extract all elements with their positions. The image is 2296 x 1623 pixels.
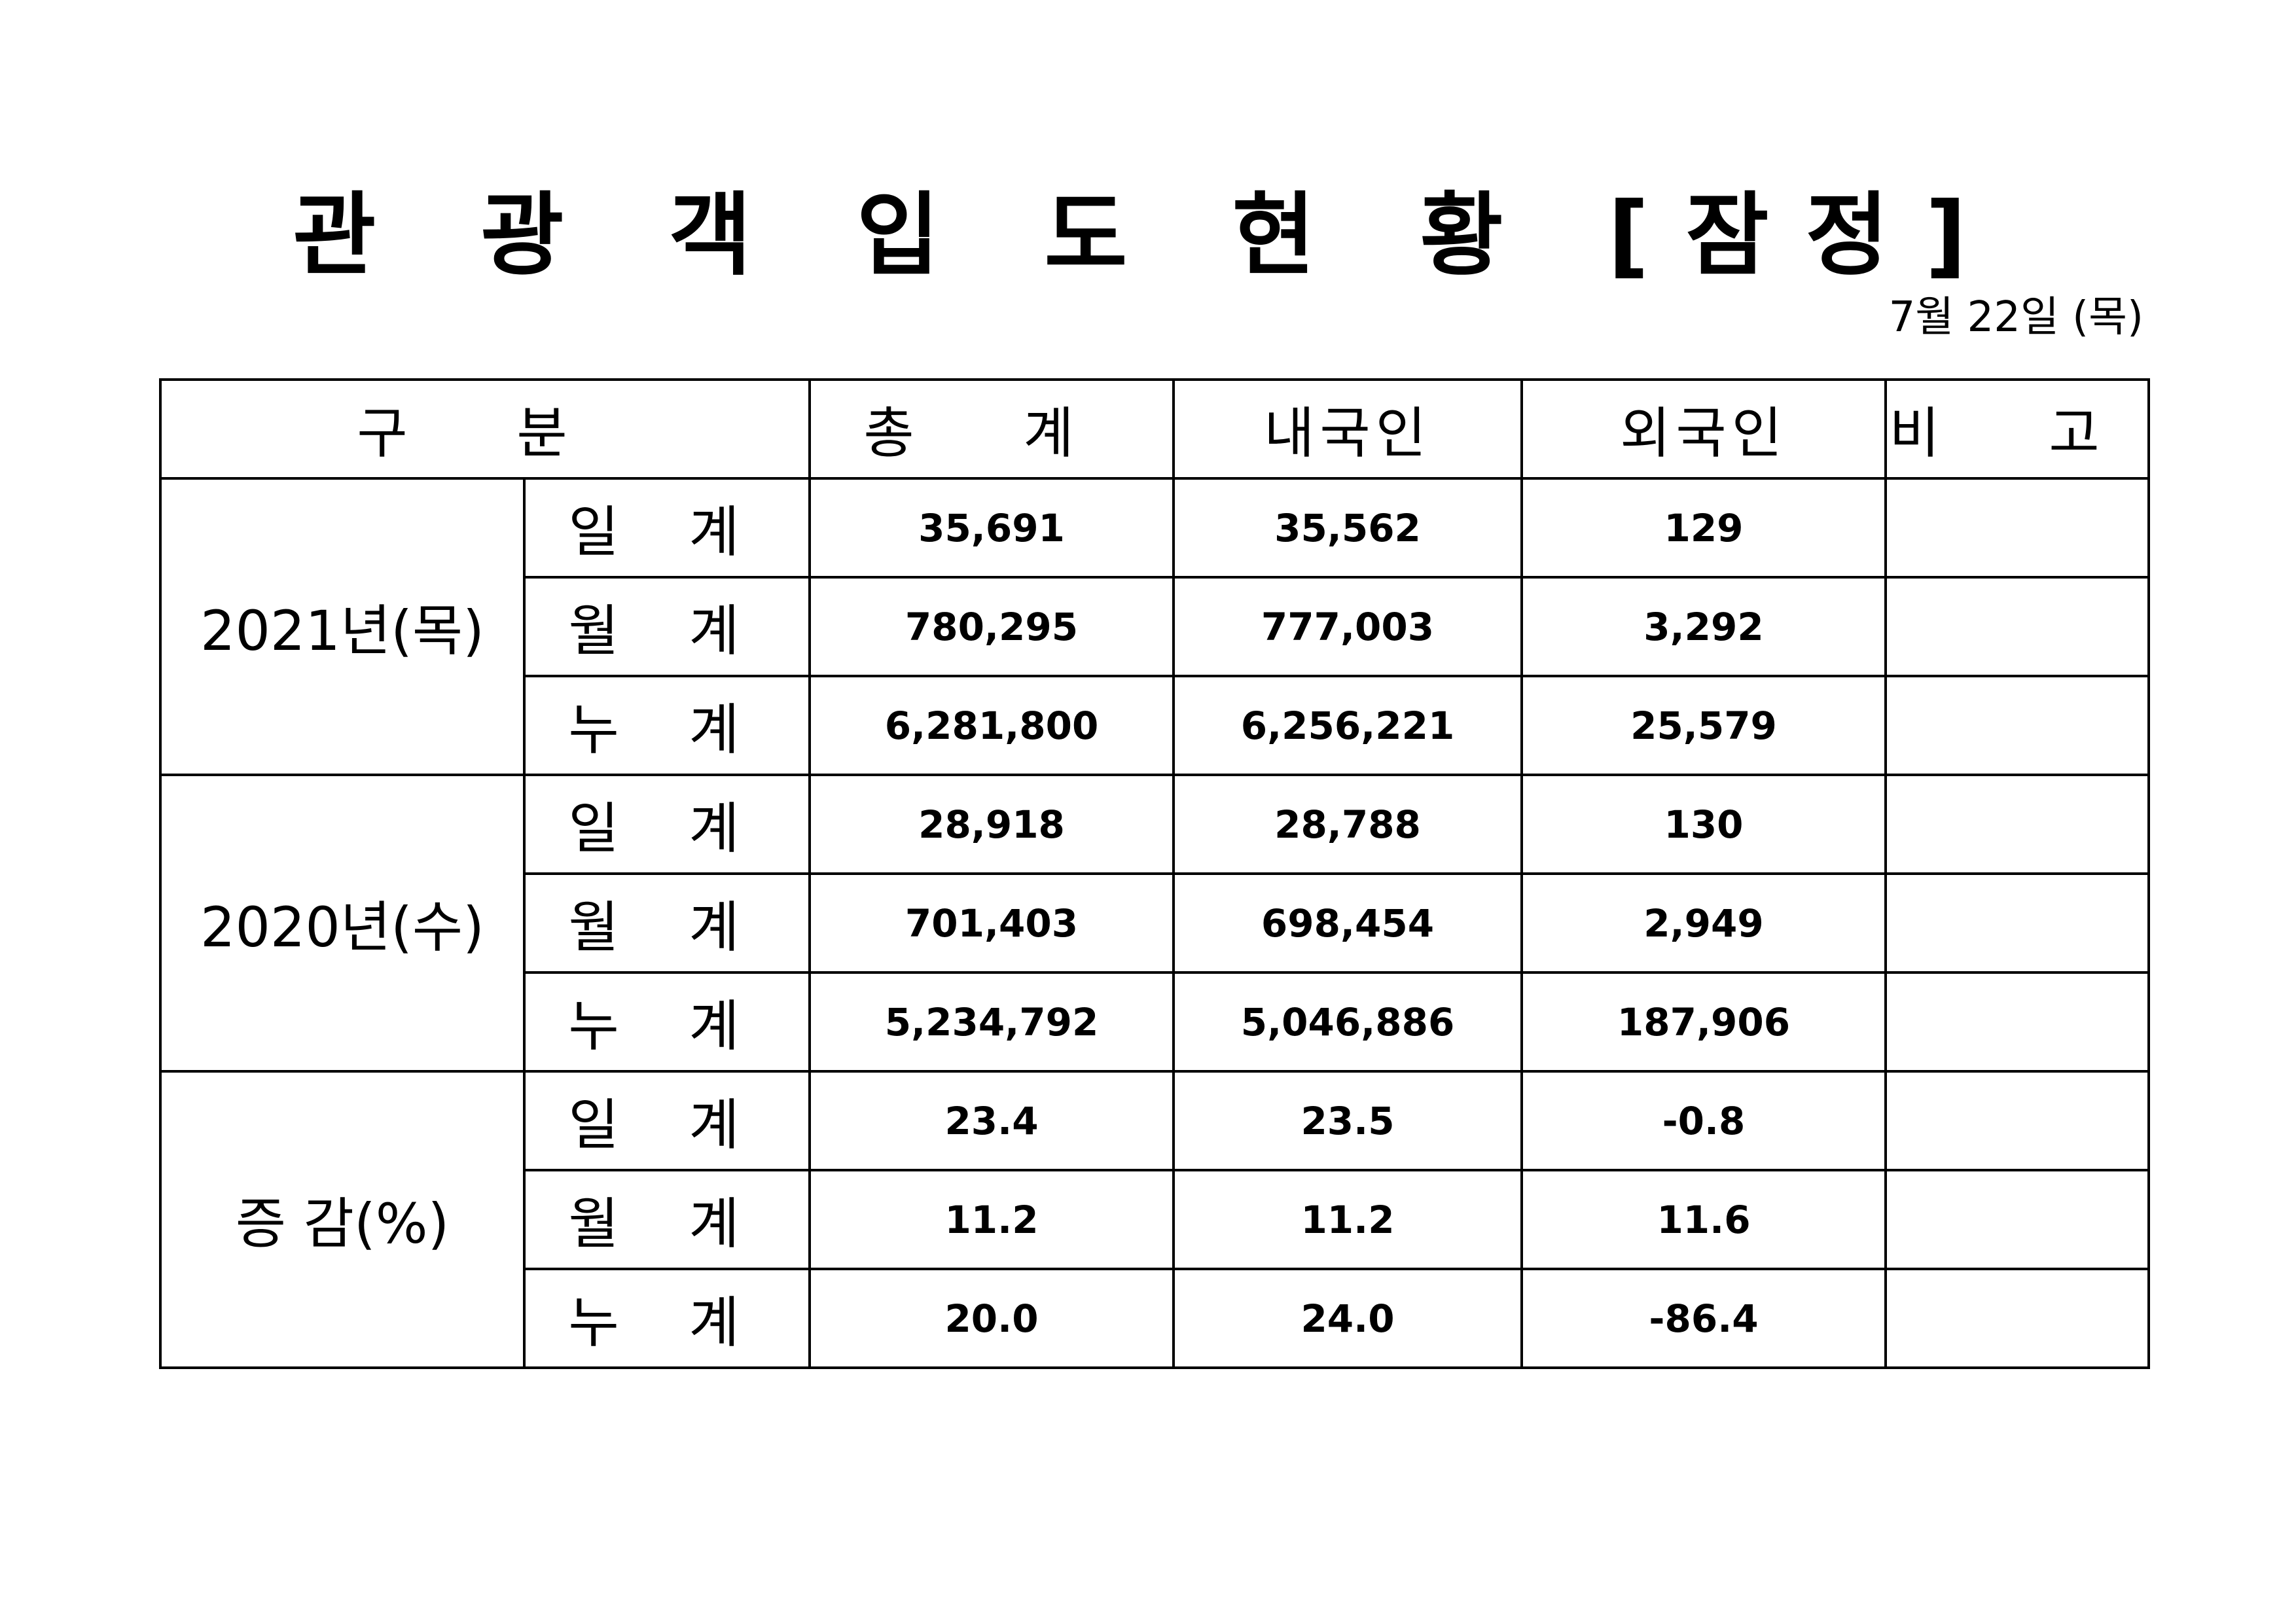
cell-total: 5,234,792 (808, 971, 1175, 1073)
group-label-change: 증 감(%) (159, 1070, 526, 1369)
cell-foreign: 187,906 (1520, 971, 1888, 1073)
cell-note (1884, 1268, 2151, 1369)
header-domestic: 내국인 (1172, 378, 1524, 480)
row-label: 일 계 (522, 774, 812, 875)
table-row: 월 계 780,295 777,003 3,292 (160, 576, 2151, 677)
header-total: 총 계 (808, 378, 1175, 480)
header-category: 구 분 (158, 378, 812, 480)
header-note: 비 고 (1884, 378, 2151, 480)
cell-foreign: -86.4 (1520, 1268, 1888, 1369)
cell-note (1884, 872, 2151, 974)
table-row: 누 계 6,281,800 6,256,221 25,579 (160, 675, 2151, 776)
table-row: 증 감(%) 일 계 23.4 23.5 -0.8 (159, 1070, 2151, 1369)
cell-total: 23.4 (808, 1070, 1175, 1171)
row-label: 월 계 (522, 872, 812, 974)
group-label-2021: 2021년(목) (159, 477, 526, 776)
cell-note (1884, 675, 2151, 776)
cell-foreign: 2,949 (1520, 872, 1888, 974)
tourist-arrivals-table: 구 분 총 계 내국인 외국인 비 고 2021년(목) 일 계 35,691 … (158, 378, 2151, 1369)
row-label: 월 계 (522, 1169, 812, 1270)
table-row: 2020년(수) 일 계 28,918 28,788 130 (159, 774, 2151, 1073)
cell-domestic: 23.5 (1172, 1070, 1524, 1171)
cell-foreign: 129 (1520, 477, 1888, 579)
cell-total: 6,281,800 (808, 675, 1175, 776)
row-label: 일 계 (522, 1070, 812, 1171)
row-label: 누 계 (522, 971, 812, 1073)
cell-foreign: 11.6 (1520, 1169, 1888, 1270)
cell-total: 11.2 (808, 1169, 1175, 1270)
row-label: 누 계 (522, 1268, 812, 1369)
cell-domestic: 28,788 (1172, 774, 1524, 875)
table-row: 누 계 5,234,792 5,046,886 187,906 (160, 971, 2151, 1073)
cell-total: 780,295 (808, 576, 1175, 677)
cell-total: 28,918 (808, 774, 1175, 875)
cell-domestic: 698,454 (1172, 872, 1524, 974)
cell-note (1884, 576, 2151, 677)
header-row: 구 분 총 계 내국인 외국인 비 고 (158, 378, 2151, 480)
cell-foreign: 130 (1520, 774, 1888, 875)
cell-domestic: 11.2 (1172, 1169, 1524, 1270)
cell-note (1884, 774, 2151, 875)
cell-domestic: 5,046,886 (1172, 971, 1524, 1073)
cell-total: 20.0 (808, 1268, 1175, 1369)
cell-note (1884, 1169, 2151, 1270)
cell-domestic: 777,003 (1172, 576, 1524, 677)
cell-note (1884, 971, 2151, 1073)
cell-note (1884, 477, 2151, 579)
report-date: 7월 22일 (목) (1888, 293, 2144, 342)
table-row: 월 계 11.2 11.2 11.6 (160, 1169, 2151, 1270)
cell-total: 35,691 (808, 477, 1175, 579)
table-row: 2021년(목) 일 계 35,691 35,562 129 (159, 477, 2151, 776)
table-row: 월 계 701,403 698,454 2,949 (160, 872, 2151, 974)
cell-domestic: 35,562 (1172, 477, 1524, 579)
cell-foreign: -0.8 (1520, 1070, 1888, 1171)
cell-foreign: 25,579 (1520, 675, 1888, 776)
cell-domestic: 6,256,221 (1172, 675, 1524, 776)
cell-note (1884, 1070, 2151, 1171)
cell-total: 701,403 (808, 872, 1175, 974)
table-row: 누 계 20.0 24.0 -86.4 (160, 1268, 2151, 1369)
row-label: 월 계 (522, 576, 812, 677)
page-title: 관 광 객 입 도 현 황 [잠정] (293, 183, 2003, 288)
row-label: 일 계 (522, 477, 812, 579)
row-label: 누 계 (522, 675, 812, 776)
group-label-2020: 2020년(수) (159, 774, 526, 1073)
cell-foreign: 3,292 (1520, 576, 1888, 677)
cell-domestic: 24.0 (1172, 1268, 1524, 1369)
header-foreign: 외국인 (1520, 378, 1888, 480)
